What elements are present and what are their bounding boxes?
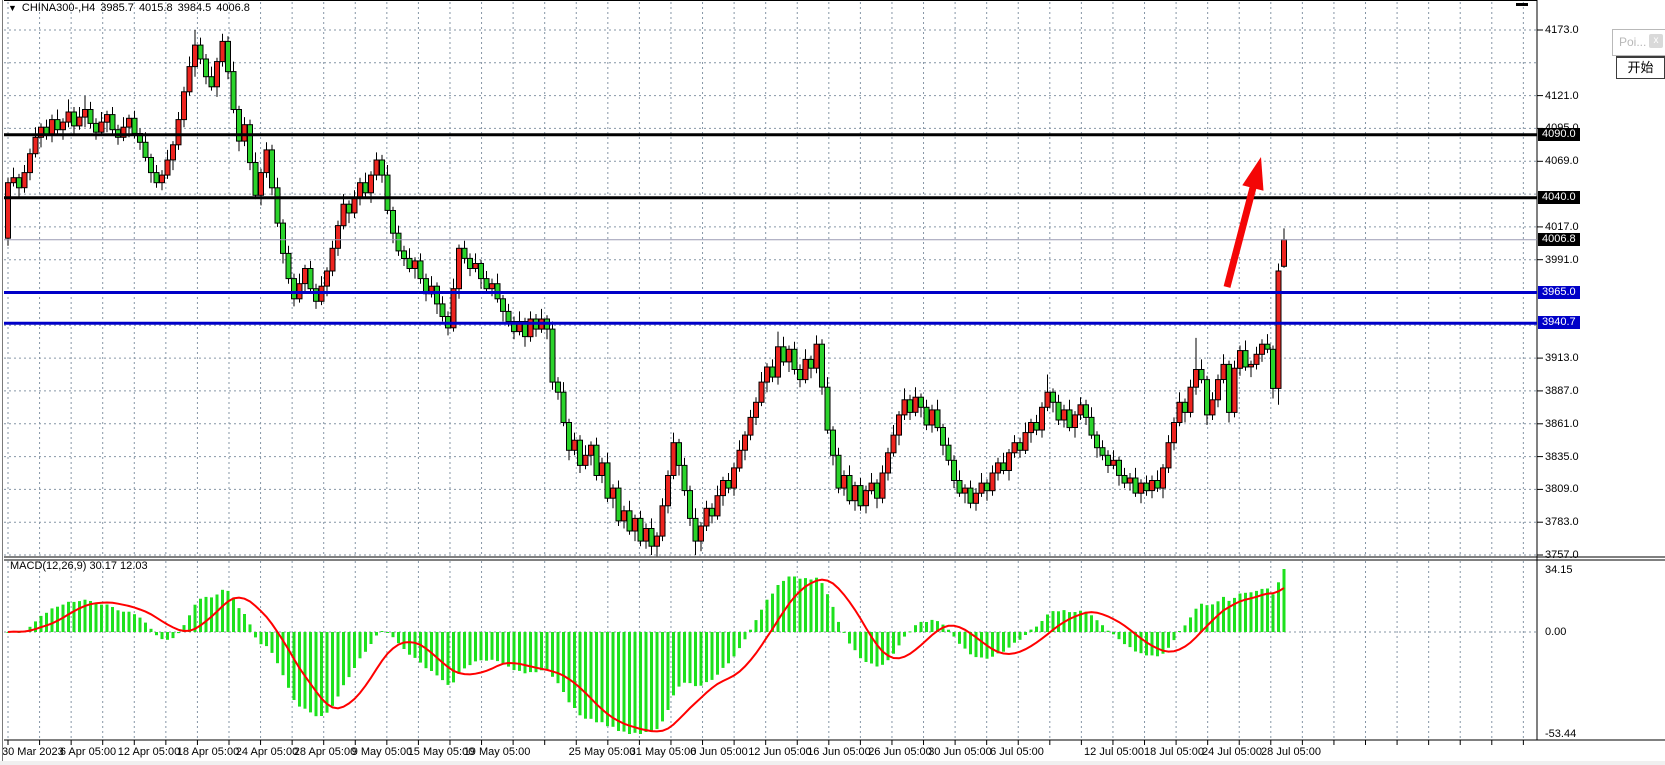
date-tick-label[interactable]: 19 May 05:00 <box>463 746 531 758</box>
date-tick-label[interactable]: 6 Apr 05:00 <box>59 746 117 758</box>
ohlc-close: 4006.8 <box>216 2 250 14</box>
price-tick-label: 3861.0 <box>1545 418 1579 430</box>
window-left-edge <box>2 0 3 761</box>
date-tick-label[interactable]: 15 May 05:00 <box>407 746 475 758</box>
price-level-tag: 4090.0 <box>1538 128 1580 141</box>
price-tick-label: 3991.0 <box>1545 254 1579 266</box>
candlestick-series <box>5 30 1287 557</box>
date-tick-label[interactable]: 6 Jul 05:00 <box>990 746 1044 758</box>
date-tick-label[interactable]: 28 Apr 05:00 <box>293 746 357 758</box>
dialog-title: Poi... <box>1619 35 1647 49</box>
chart-title: ▼ CHINA300-,H4 3985.7 4015.8 3984.5 4006… <box>8 2 250 14</box>
price-tick-label: 4173.0 <box>1545 24 1579 36</box>
chevron-down-icon[interactable]: ▼ <box>8 3 17 13</box>
current-price-tag: 4006.8 <box>1538 233 1580 246</box>
macd-histogram <box>6 569 1286 734</box>
ohlc-high: 4015.8 <box>138 2 173 14</box>
start-button[interactable]: 开始 <box>1616 56 1665 79</box>
price-level-tag: 4040.0 <box>1538 191 1580 204</box>
date-tick-label[interactable]: 24 Jul 05:00 <box>1202 746 1262 758</box>
price-tick-label: 3835.0 <box>1545 451 1579 463</box>
date-tick-label[interactable]: 12 Jun 05:00 <box>748 746 812 758</box>
ohlc-low: 3984.5 <box>177 2 212 14</box>
macd-signal-line <box>7 578 1285 733</box>
price-tick-label: 4017.0 <box>1545 221 1579 233</box>
price-tick-label: 3887.0 <box>1545 385 1579 397</box>
macd-indicator-label: MACD(12,26,9) 30.17 12.03 <box>10 560 148 572</box>
symbol-timeframe-label: CHINA300-,H4 <box>21 2 96 14</box>
date-tick-label[interactable]: 26 Jun 05:00 <box>868 746 932 758</box>
date-tick-label[interactable]: 12 Jul 05:00 <box>1084 746 1144 758</box>
price-level-tag: 3965.0 <box>1538 286 1580 299</box>
price-tick-label: 4121.0 <box>1545 90 1579 102</box>
script-dialog: Poi... x <box>1612 29 1665 56</box>
close-icon[interactable]: x <box>1649 34 1663 48</box>
date-tick-label[interactable]: 12 Apr 05:00 <box>117 746 181 758</box>
date-tick-label[interactable]: 31 May 05:00 <box>629 746 697 758</box>
ohlc-open: 3985.7 <box>100 2 134 14</box>
price-tick-label: 4069.0 <box>1545 155 1579 167</box>
price-level-tag: 3940.7 <box>1538 316 1580 329</box>
date-tick-label[interactable]: 18 Jul 05:00 <box>1144 746 1204 758</box>
date-tick-label[interactable]: 9 May 05:00 <box>351 746 413 758</box>
price-tick-label: 3783.0 <box>1545 516 1579 528</box>
up-arrow-annotation[interactable] <box>1223 157 1264 288</box>
date-tick-label[interactable]: 30 Jun 05:00 <box>928 746 992 758</box>
macd-axis-max: 34.15 <box>1545 564 1573 576</box>
date-tick-label[interactable]: 18 Apr 05:00 <box>176 746 240 758</box>
date-tick-label[interactable]: 6 Jun 05:00 <box>690 746 748 758</box>
date-tick-label[interactable]: 30 Mar 2023 <box>2 746 64 758</box>
macd-axis-zero: 0.00 <box>1545 626 1567 638</box>
price-tick-label: 3757.0 <box>1545 549 1579 561</box>
price-tick-label: 3809.0 <box>1545 483 1579 495</box>
date-tick-label[interactable]: 16 Jun 05:00 <box>807 746 871 758</box>
macd-axis-min: -53.44 <box>1545 728 1577 740</box>
window-control-dash <box>1516 3 1528 6</box>
price-tick-label: 3913.0 <box>1545 352 1579 364</box>
date-tick-label[interactable]: 25 May 05:00 <box>568 746 636 758</box>
panel-borders <box>4 0 1665 741</box>
macd-signal <box>7 578 1285 733</box>
window-bottom-strip <box>0 761 1665 765</box>
date-tick-label[interactable]: 28 Jul 05:00 <box>1261 746 1321 758</box>
level-lines[interactable] <box>4 133 1537 325</box>
date-tick-label[interactable]: 24 Apr 05:00 <box>235 746 299 758</box>
